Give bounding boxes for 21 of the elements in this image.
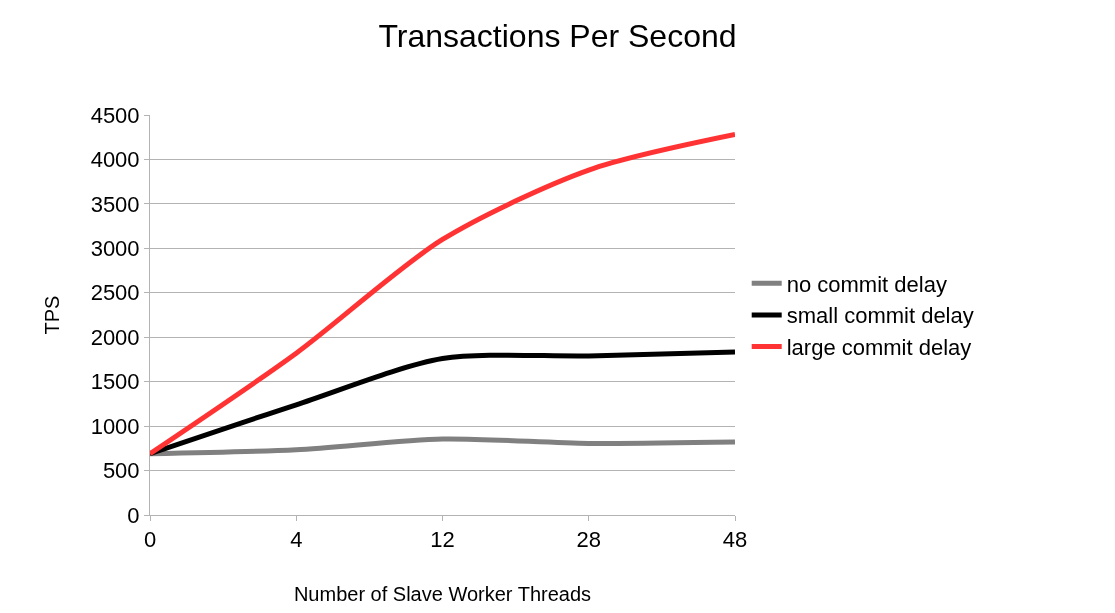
y-tick-label: 2500 (90, 280, 140, 306)
y-tick-label: 3000 (90, 236, 140, 262)
y-tick-label: 4500 (90, 102, 140, 128)
y-tick-label: 1500 (90, 369, 140, 395)
y-tick-label: 2000 (90, 324, 140, 350)
x-tick-label: 12 (430, 527, 455, 553)
y-axis-title: TPS (41, 295, 64, 335)
y-tick-label: 500 (102, 458, 140, 484)
y-tick-label: 3500 (90, 191, 140, 217)
y-tick-label: 0 (127, 502, 140, 528)
y-tick-label: 4000 (90, 147, 140, 173)
x-tick-label: 28 (576, 527, 601, 553)
x-tick-label: 48 (722, 527, 748, 553)
x-tick-label: 0 (143, 527, 157, 553)
x-tick-label: 4 (290, 527, 303, 553)
legend-label: small commit delay (786, 303, 974, 329)
y-tick-label: 1000 (90, 413, 140, 439)
legend-label: large commit delay (786, 335, 972, 361)
legend-label: no commit delay (786, 271, 947, 297)
x-axis-title: Number of Slave Worker Threads (293, 582, 592, 605)
chart-title: Transactions Per Second (378, 17, 737, 54)
